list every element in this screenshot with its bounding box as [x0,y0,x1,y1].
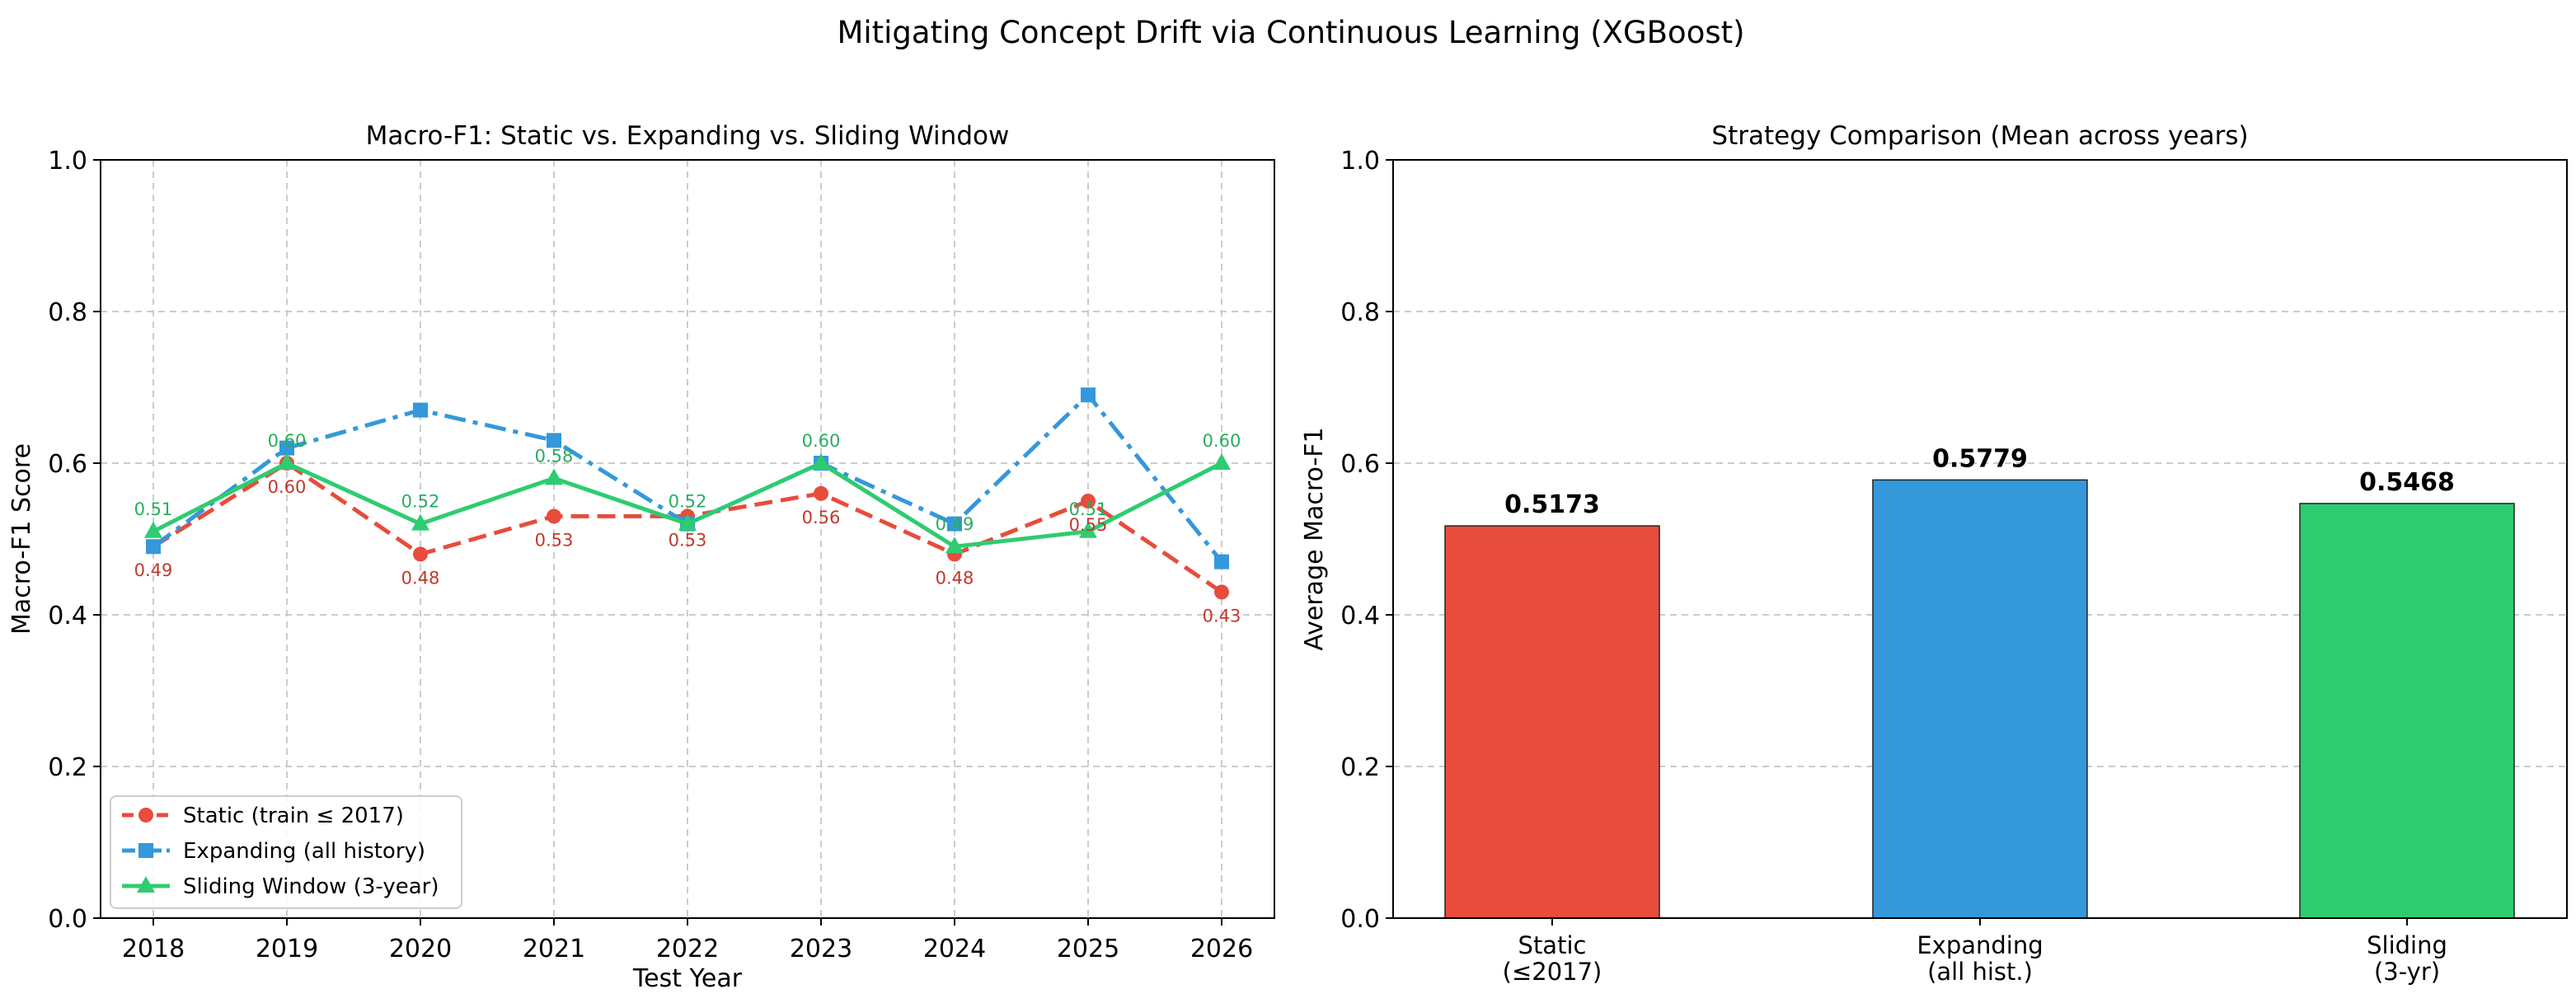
data-label-static: 0.49 [134,560,173,580]
data-label-static: 0.43 [1203,606,1241,626]
legend-label-sliding: Sliding Window (3-year) [183,874,439,899]
point-sliding [945,537,964,554]
point-expanding [547,433,561,448]
series-line-expanding [152,392,1223,564]
line-x-tick-label: 2021 [523,935,585,963]
bar-chart-title: Strategy Comparison (Mean across years) [1711,121,2248,151]
legend-marker-static [138,808,153,823]
bar-x-tick-sublabel: (≤2017) [1503,958,1602,986]
line-x-tick-label: 2024 [923,935,986,963]
bar-x-tick-label: Expanding [1917,931,2043,959]
point-static [814,485,828,501]
point-expanding [146,539,161,555]
line-chart-title: Macro-F1: Static vs. Expanding vs. Slidi… [366,121,1010,151]
point-sliding [1079,521,1097,538]
line-plot-frame [100,159,1275,919]
data-label-sliding: 0.49 [936,514,974,534]
line-y-tick-label: 1.0 [48,147,87,176]
point-expanding [413,402,428,418]
bar-value-label: 0.5173 [1504,490,1600,519]
figure-title: Mitigating Concept Drift via Continuous … [837,15,1744,50]
legend-label-expanding: Expanding (all history) [183,839,425,864]
line-chart: 0.0 0.2 0.4 0.6 0.8 1.0 2018 2019 2020 2021 2022 20… [7,121,1275,993]
data-label-static: 0.53 [535,530,574,550]
data-label-sliding: 0.60 [268,431,307,451]
point-expanding [947,516,962,532]
point-sliding [545,468,563,485]
point-sliding [144,521,162,538]
point-static [413,546,428,562]
data-label-sliding: 0.60 [802,431,841,451]
data-label-sliding: 0.58 [535,446,574,466]
bar-x-tick-label: Sliding [2367,931,2447,959]
point-sliding [1213,453,1231,470]
data-label-sliding: 0.51 [1069,499,1108,519]
bar-y-tick-label: 0.6 [1340,450,1380,479]
data-label-static: 0.60 [268,477,307,497]
bar-y-axis-label: Average Macro-F1 [1300,427,1329,650]
data-label-static: 0.55 [1069,515,1108,535]
line-y-tick-label: 0.0 [48,905,87,934]
bar-value-label: 0.5779 [1932,444,2028,473]
bar-x-tick-sublabel: (all hist.) [1927,958,2033,986]
bar [1872,479,2088,919]
bar-x-tick-sublabel: (3-yr) [2374,958,2440,986]
line-x-tick-label: 2018 [122,935,185,963]
bar [2299,503,2515,919]
line-y-tick-label: 0.8 [48,298,87,327]
line-x-tick-label: 2023 [790,935,852,963]
data-label-sliding: 0.52 [669,492,707,512]
line-y-tick-label: 0.6 [48,450,87,479]
bar [1444,525,1660,919]
line-y-tick-label: 0.2 [48,753,87,782]
line-x-tick-label: 2025 [1057,935,1119,963]
data-label-sliding: 0.52 [401,492,440,512]
bar-y-tick-label: 1.0 [1340,147,1380,176]
point-expanding [279,440,294,456]
bar-chart: 0.0 0.2 0.4 0.6 0.8 1.0 0.5173 Static(≤2017) 0.5… [1300,121,2568,986]
data-label-sliding: 0.60 [1203,431,1241,451]
data-label-sliding: 0.51 [134,499,173,519]
point-expanding [1081,387,1096,403]
point-static [1081,494,1096,509]
legend: Static (train ≤ 2017) Expanding (all hist… [110,795,462,909]
line-y-axis-label: Macro-F1 Score [7,443,36,635]
point-expanding [1214,554,1229,569]
line-x-tick-label: 2020 [389,935,452,963]
bar-plot-frame [1392,159,2568,919]
bar-y-tick-label: 0.4 [1340,602,1380,630]
point-sliding [678,513,697,531]
line-x-tick-label: 2022 [656,935,719,963]
line-x-tick-label: 2026 [1190,935,1253,963]
bar-y-tick-label: 0.0 [1340,905,1380,934]
legend-marker-sliding [137,876,155,893]
legend-marker-expanding [138,843,153,858]
line-x-axis-label: Test Year [632,964,743,993]
point-sliding [411,513,429,531]
bar-y-tick-label: 0.2 [1340,753,1380,782]
line-x-tick-label: 2019 [256,935,318,963]
point-static [1214,584,1229,600]
data-label-static: 0.56 [802,508,841,527]
bar-value-label: 0.5468 [2359,468,2455,497]
point-static [547,509,561,524]
point-sliding [812,453,830,470]
line-y-tick-label: 0.4 [48,602,87,630]
data-label-static: 0.48 [401,568,440,588]
bar-x-tick-label: Static [1518,931,1587,959]
data-label-static: 0.48 [936,568,974,588]
point-sliding [278,453,296,470]
bar-y-tick-label: 0.8 [1340,298,1380,327]
legend-label-static: Static (train ≤ 2017) [183,804,404,828]
legend-box [110,795,462,909]
data-label-static: 0.53 [669,530,707,550]
